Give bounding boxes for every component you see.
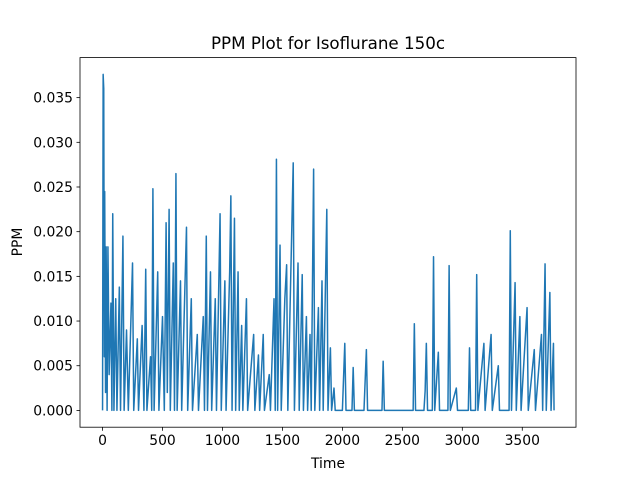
x-axis-label: Time (310, 456, 345, 472)
y-tick-label: 0.005 (33, 359, 73, 375)
y-tick-label: 0.035 (33, 91, 73, 107)
y-tick-label: 0.025 (33, 180, 73, 196)
y-axis-label: PPM (10, 228, 26, 257)
x-tick-label: 3000 (445, 433, 480, 449)
data-line (101, 73, 555, 412)
x-tick-label: 0 (98, 433, 107, 449)
x-tick-label: 1000 (205, 433, 240, 449)
x-tick-label: 3500 (505, 433, 540, 449)
y-tick-label: 0.020 (33, 225, 73, 241)
y-tick-label: 0.030 (33, 135, 73, 151)
y-tick-label: 0.015 (33, 269, 73, 285)
y-tick-label: 0.000 (33, 403, 73, 419)
x-tick-label: 1500 (265, 433, 300, 449)
y-tick-label: 0.010 (33, 314, 73, 330)
chart-title: PPM Plot for Isoflurane 150c (211, 33, 445, 53)
plot-frame (79, 57, 577, 428)
x-tick-label: 2000 (325, 433, 360, 449)
x-tick-label: 2500 (385, 433, 420, 449)
x-tick-label: 500 (149, 433, 176, 449)
